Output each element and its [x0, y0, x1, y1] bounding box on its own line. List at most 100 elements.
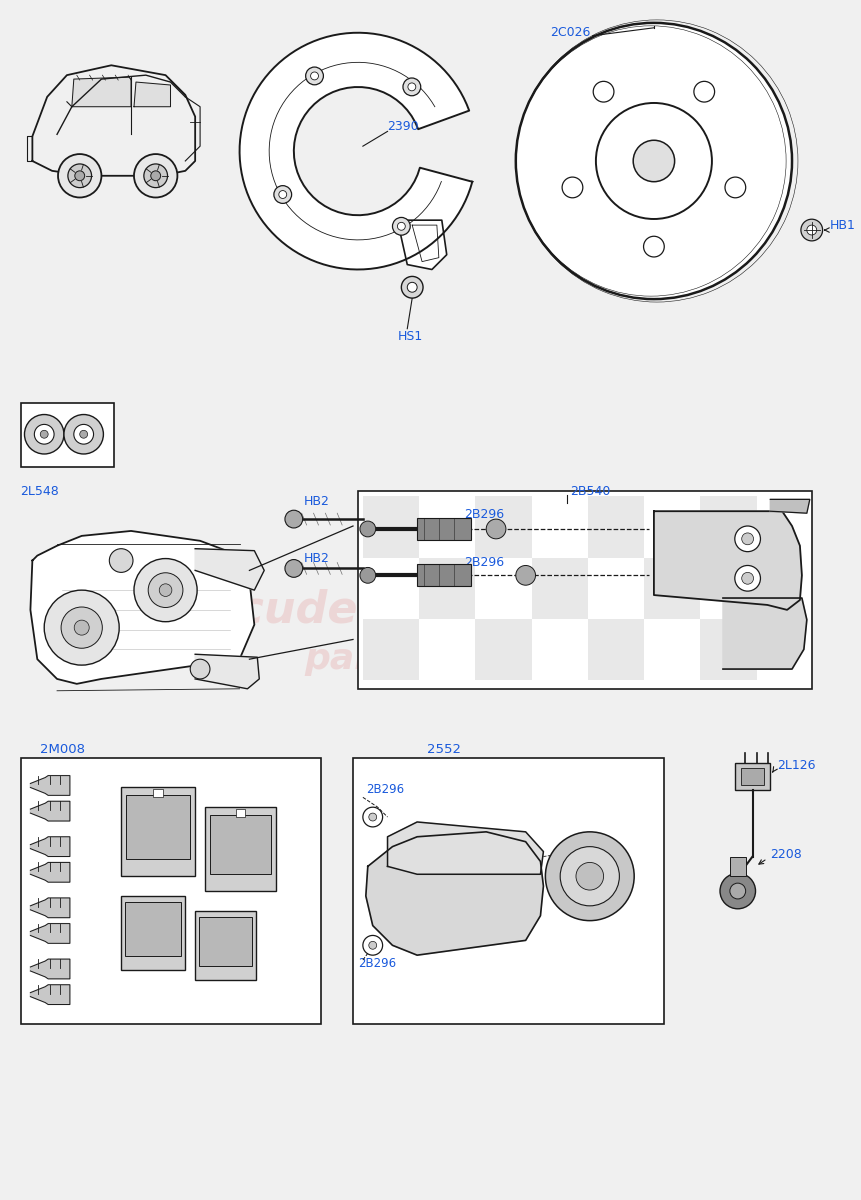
Circle shape	[734, 565, 760, 592]
Bar	[475, 619, 531, 680]
Circle shape	[720, 874, 755, 908]
Text: 2552: 2552	[427, 744, 461, 756]
Polygon shape	[723, 598, 807, 670]
Circle shape	[306, 67, 324, 85]
Bar	[121, 787, 195, 876]
Circle shape	[159, 584, 172, 596]
Circle shape	[401, 276, 423, 298]
Circle shape	[741, 572, 753, 584]
Circle shape	[44, 590, 119, 665]
Bar	[700, 619, 757, 680]
Circle shape	[633, 140, 675, 181]
Circle shape	[80, 431, 88, 438]
Bar	[417, 564, 471, 586]
Circle shape	[362, 936, 382, 955]
Circle shape	[58, 154, 102, 198]
Bar	[419, 497, 475, 558]
Polygon shape	[239, 32, 473, 270]
Circle shape	[190, 659, 210, 679]
Text: HB2: HB2	[304, 552, 330, 565]
Circle shape	[725, 178, 746, 198]
Polygon shape	[387, 822, 543, 875]
FancyBboxPatch shape	[21, 758, 321, 1025]
Polygon shape	[195, 654, 259, 689]
FancyBboxPatch shape	[358, 492, 812, 689]
Bar	[121, 896, 185, 970]
Circle shape	[807, 226, 817, 235]
Bar	[362, 497, 419, 558]
Text: parts: parts	[305, 642, 412, 676]
Bar	[125, 902, 182, 956]
Circle shape	[274, 186, 292, 204]
Circle shape	[576, 863, 604, 890]
Circle shape	[362, 808, 382, 827]
Polygon shape	[30, 924, 70, 943]
Circle shape	[593, 82, 614, 102]
Circle shape	[408, 83, 416, 91]
Text: scuderia: scuderia	[212, 588, 425, 631]
Text: 2B540: 2B540	[570, 485, 610, 498]
Circle shape	[360, 568, 375, 583]
Text: HB2: HB2	[304, 494, 330, 508]
Bar	[700, 558, 757, 619]
Text: HS1: HS1	[398, 330, 423, 343]
Bar	[362, 558, 419, 619]
Bar	[205, 808, 276, 892]
Circle shape	[40, 431, 48, 438]
Circle shape	[151, 170, 161, 181]
Circle shape	[360, 521, 375, 536]
Text: 2L126: 2L126	[777, 760, 815, 773]
Bar	[531, 558, 588, 619]
Circle shape	[68, 164, 91, 187]
Circle shape	[61, 607, 102, 648]
Polygon shape	[653, 511, 802, 610]
Polygon shape	[134, 82, 170, 107]
Bar	[236, 809, 245, 817]
Circle shape	[369, 941, 376, 949]
Polygon shape	[30, 985, 70, 1004]
Bar	[475, 497, 531, 558]
Bar	[588, 619, 644, 680]
Circle shape	[643, 236, 665, 257]
Text: 2B296: 2B296	[464, 508, 505, 521]
Text: 2C026: 2C026	[550, 26, 591, 40]
FancyBboxPatch shape	[21, 403, 115, 467]
Bar	[734, 763, 771, 791]
Circle shape	[407, 282, 417, 292]
Bar	[417, 518, 471, 540]
Circle shape	[24, 414, 64, 454]
Circle shape	[403, 78, 421, 96]
Circle shape	[134, 558, 197, 622]
Circle shape	[74, 620, 90, 635]
Text: 2B296: 2B296	[366, 782, 404, 796]
Bar	[740, 768, 765, 786]
Polygon shape	[771, 499, 810, 514]
Polygon shape	[71, 77, 131, 107]
Polygon shape	[30, 530, 254, 684]
Circle shape	[279, 191, 287, 198]
Circle shape	[516, 23, 792, 299]
Circle shape	[561, 847, 619, 906]
Polygon shape	[30, 802, 70, 821]
Text: 2208: 2208	[771, 848, 802, 862]
Circle shape	[109, 548, 133, 572]
Circle shape	[516, 565, 536, 586]
Polygon shape	[195, 548, 264, 590]
Circle shape	[148, 572, 183, 607]
Circle shape	[134, 154, 177, 198]
Text: 2M008: 2M008	[40, 744, 85, 756]
Circle shape	[75, 170, 84, 181]
Bar	[644, 497, 700, 558]
Text: HB1: HB1	[829, 218, 855, 232]
Circle shape	[393, 217, 410, 235]
Bar	[531, 619, 588, 680]
Circle shape	[562, 178, 583, 198]
Text: 2B296: 2B296	[358, 956, 396, 970]
FancyBboxPatch shape	[353, 758, 664, 1025]
Polygon shape	[30, 959, 70, 979]
Circle shape	[144, 164, 168, 187]
Bar	[419, 619, 475, 680]
Polygon shape	[398, 220, 447, 270]
Polygon shape	[30, 836, 70, 857]
Circle shape	[311, 72, 319, 80]
